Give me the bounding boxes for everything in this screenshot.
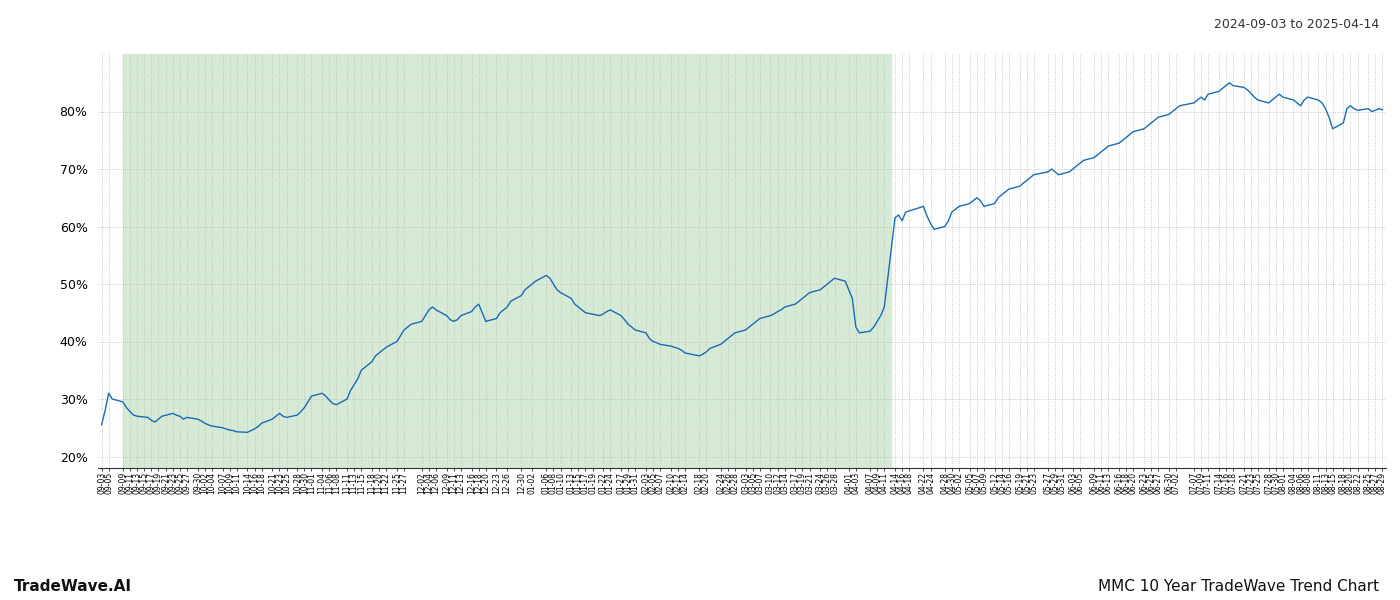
Text: MMC 10 Year TradeWave Trend Chart: MMC 10 Year TradeWave Trend Chart [1098,579,1379,594]
Bar [123,54,892,468]
Text: 2024-09-03 to 2025-04-14: 2024-09-03 to 2025-04-14 [1214,18,1379,31]
Text: TradeWave.AI: TradeWave.AI [14,579,132,594]
